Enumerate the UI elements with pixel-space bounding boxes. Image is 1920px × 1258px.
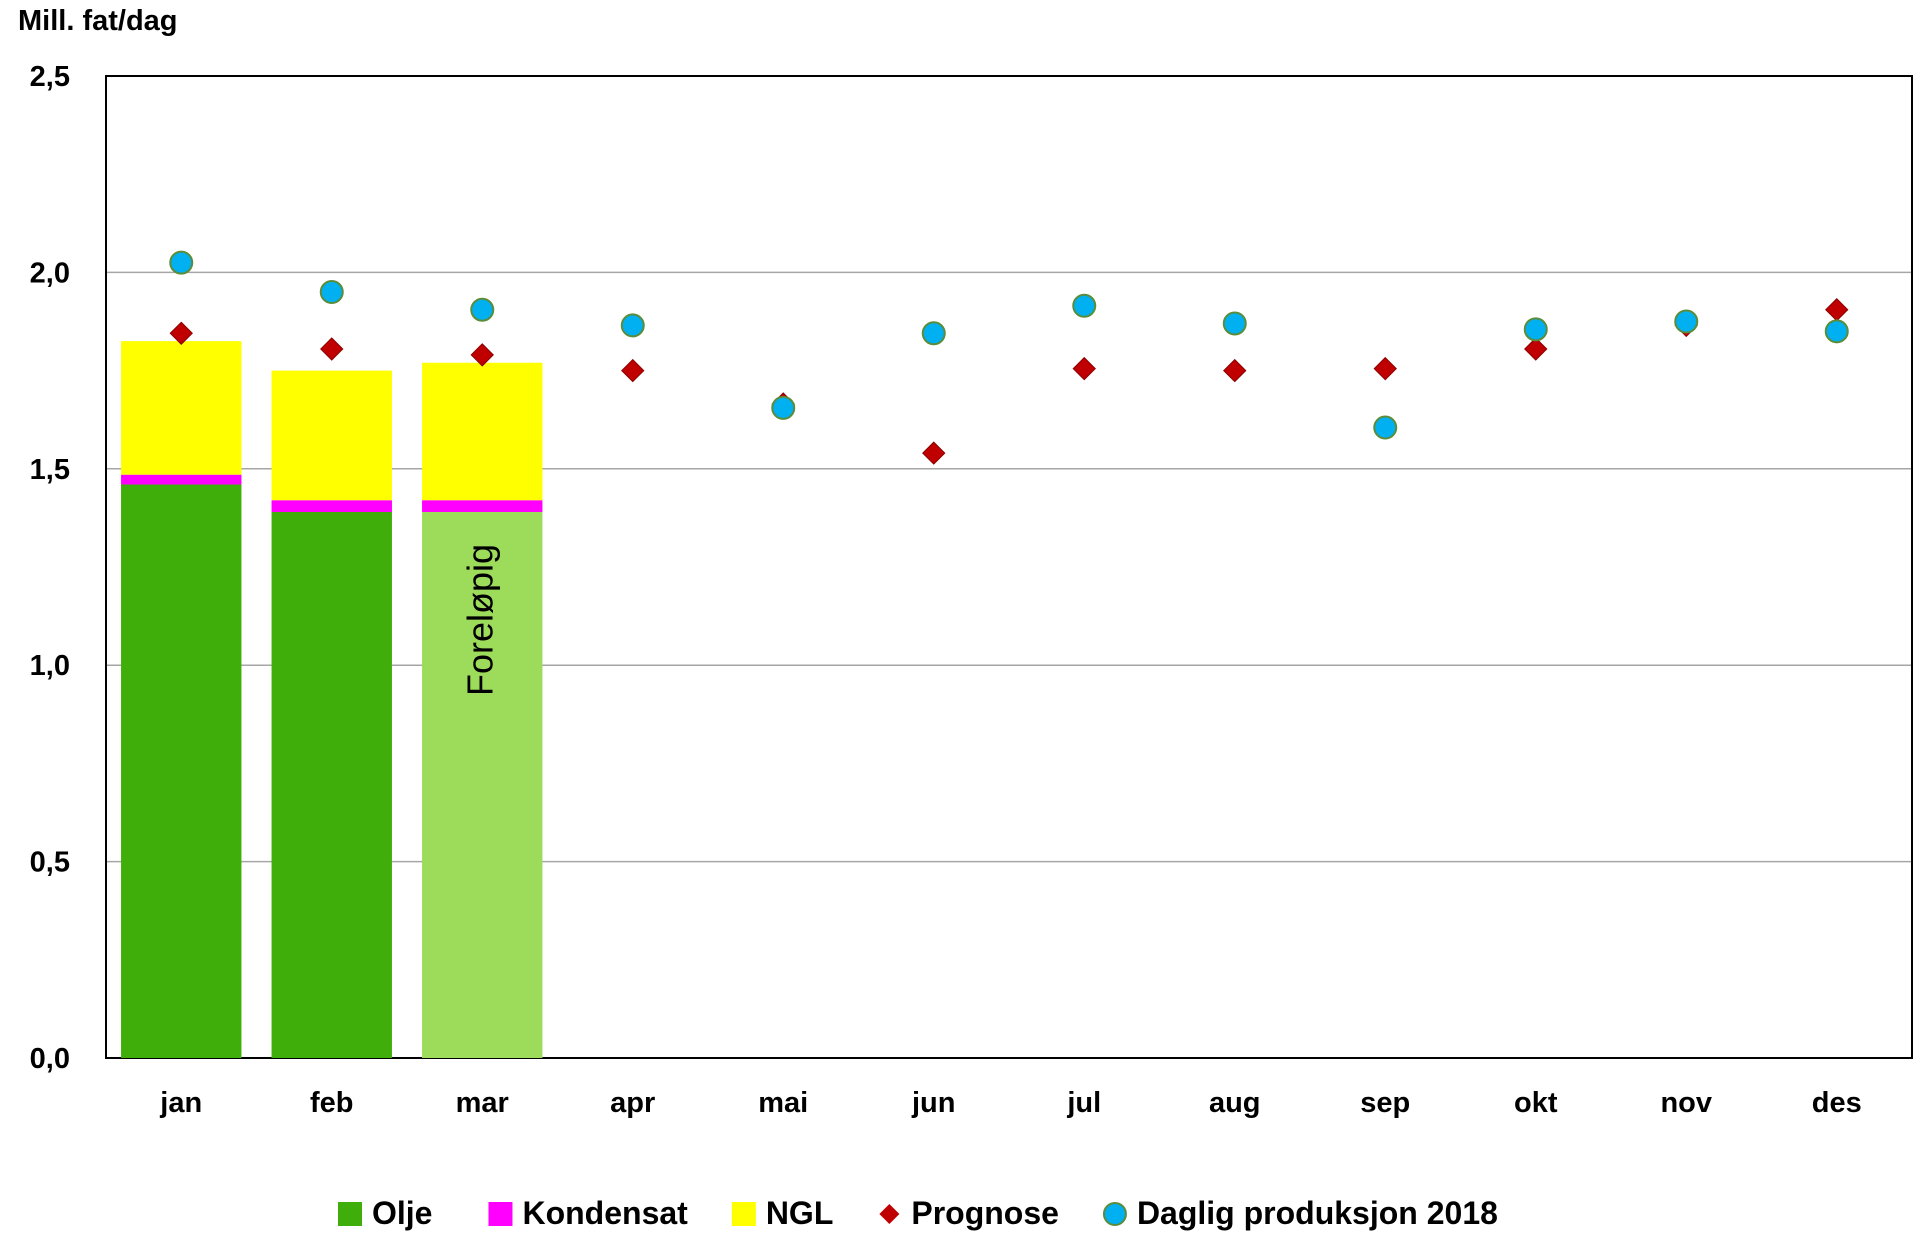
bar-kondensat-mar: [422, 500, 543, 513]
y-tick-label: 2,0: [30, 257, 70, 289]
legend-swatch-kondensat: [488, 1202, 513, 1226]
point-prognose-jun: [922, 441, 946, 465]
x-tick-label: aug: [1209, 1087, 1261, 1119]
point-prognose-okt: [1524, 337, 1548, 361]
point-daglig-feb: [319, 280, 344, 305]
preliminary-label: Foreløpig: [459, 544, 500, 696]
point-daglig-aug: [1222, 311, 1247, 336]
y-tick-label: 2,5: [30, 61, 70, 93]
point-daglig-apr: [620, 313, 645, 338]
legend-label: NGL: [766, 1195, 834, 1231]
point-prognose-jan: [169, 321, 193, 345]
legend-swatch-prognose: [879, 1204, 900, 1224]
x-tick-label: feb: [310, 1087, 354, 1119]
y-axis-label: Mill. fat/dag: [18, 5, 178, 37]
y-ticks: 0,0 0,5 1,0 1,5 2,0 2,5: [30, 61, 70, 1075]
legend-swatch-daglig: [1102, 1202, 1127, 1226]
point-daglig-sep: [1373, 415, 1398, 440]
point-prognose-apr: [621, 358, 645, 383]
point-prognose-feb: [320, 337, 344, 361]
point-prognose-sep: [1373, 356, 1397, 381]
y-tick-label: 1,0: [30, 650, 70, 682]
x-tick-label: jul: [1066, 1087, 1101, 1119]
point-prognose-des: [1825, 298, 1849, 322]
point-prognose-aug: [1223, 358, 1247, 383]
point-daglig-mar: [470, 297, 495, 322]
legend-swatch-olje: [338, 1202, 362, 1226]
x-tick-label: mar: [456, 1087, 509, 1119]
point-daglig-jun: [921, 321, 946, 346]
legend-swatch-ngl: [731, 1202, 756, 1226]
bar-ngl-feb: [271, 370, 392, 501]
legend-label: Daglig produksjon 2018: [1137, 1195, 1498, 1231]
point-daglig-okt: [1523, 317, 1548, 342]
legend-label: Prognose: [911, 1195, 1059, 1231]
points: [169, 250, 1849, 465]
x-tick-label: apr: [610, 1087, 655, 1119]
point-prognose-jul: [1072, 356, 1096, 381]
bar-kondensat-feb: [271, 500, 392, 513]
bar-kondensat-jan: [121, 474, 242, 485]
point-daglig-jul: [1072, 293, 1097, 318]
x-tick-label: des: [1812, 1087, 1862, 1119]
point-prognose-mar: [470, 343, 494, 367]
point-daglig-jan: [169, 250, 194, 275]
point-daglig-des: [1824, 319, 1849, 344]
bar-olje-jan: [121, 484, 242, 1059]
bar-olje-feb: [271, 512, 392, 1058]
y-tick-label: 0,0: [30, 1043, 70, 1075]
bar-ngl-jan: [121, 341, 242, 475]
x-tick-label: jan: [159, 1087, 202, 1119]
y-tick-label: 0,5: [30, 847, 70, 879]
y-tick-label: 1,5: [30, 454, 70, 486]
legend-label: Olje: [372, 1195, 432, 1231]
bar-ngl-mar: [422, 362, 543, 501]
x-tick-label: jun: [911, 1087, 956, 1119]
x-ticks: jan feb mar apr mai jun jul aug sep okt nov des: [159, 1087, 1861, 1119]
x-tick-label: nov: [1660, 1087, 1712, 1119]
point-daglig-nov: [1674, 309, 1699, 334]
legend-label: Kondensat: [522, 1195, 688, 1231]
legend: Olje Kondensat NGL Prognose Daglig produksjo…: [338, 1195, 1498, 1231]
x-tick-label: sep: [1360, 1087, 1410, 1119]
plot-area: [105, 75, 1913, 1059]
bars: Foreløpig: [121, 341, 543, 1059]
point-daglig-mai: [771, 395, 796, 420]
x-tick-label: mai: [758, 1087, 808, 1119]
bar-olje-mar: [422, 512, 543, 1058]
x-tick-label: okt: [1514, 1087, 1558, 1119]
gridlines: [106, 271, 1912, 863]
